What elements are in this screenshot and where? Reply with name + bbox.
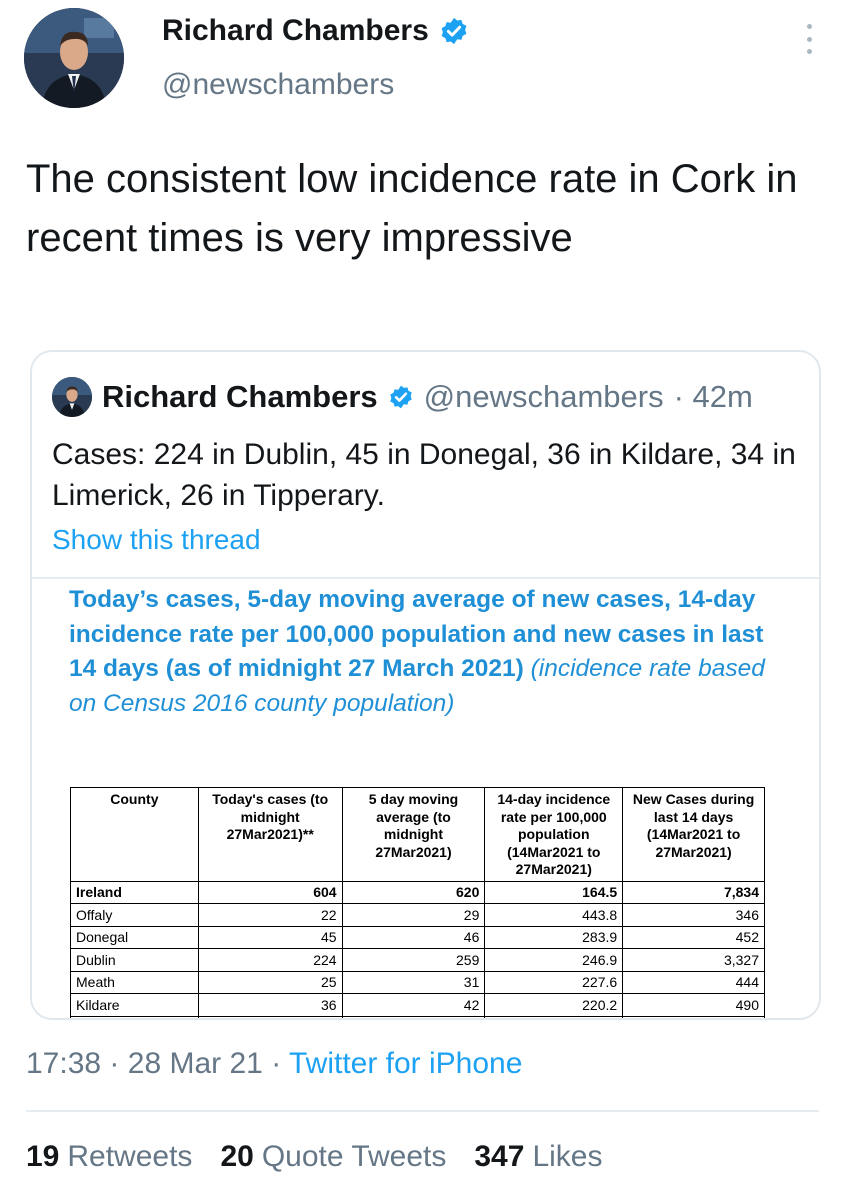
table-cell: 42 [341, 993, 486, 1017]
quoted-tweet-age: · 42m [673, 379, 753, 414]
author-name[interactable]: Richard Chambers [162, 14, 469, 48]
table-cell: Kildare [70, 993, 199, 1017]
quoted-author-handle: @newschambers [423, 379, 664, 414]
column-header: 14-day incidence rate per 100,000 popula… [484, 787, 624, 881]
quote-tweets-label: Quote Tweets [261, 1140, 447, 1173]
table-cell: 227.6 [484, 971, 624, 994]
table-cell: 604 [197, 880, 343, 904]
column-header: County [70, 787, 199, 881]
show-thread-link[interactable]: Show this thread [52, 524, 261, 555]
table-cell: Offaly [70, 903, 199, 927]
image-title-italic: (incidence rate based on Census 2016 cou… [69, 655, 765, 717]
quoted-tweet-card[interactable]: Richard Chambers @newschambers · 42m Cas… [30, 350, 821, 1020]
table-cell: 31 [341, 971, 486, 994]
likes-label: Likes [532, 1140, 603, 1173]
table-cell: Ireland [70, 880, 199, 904]
retweets-count: 19 [26, 1140, 60, 1173]
image-table-title: Today’s cases, 5-day moving average of n… [69, 583, 779, 721]
column-header: Today's cases (to midnight 27Mar2021)** [197, 787, 343, 881]
table-cell: 46 [341, 926, 486, 949]
table-row: Kildare 36 42 220.2 490 [70, 993, 765, 1017]
table-cell: 224 [197, 948, 343, 972]
table-cell: 25 [197, 971, 343, 994]
meta-separator: · [271, 1047, 282, 1080]
quoted-tweet-header: Richard Chambers @newschambers · 42m [52, 377, 753, 417]
retweets-stat[interactable]: 19 Retweets [26, 1140, 192, 1174]
table-cell: 259 [341, 948, 486, 972]
table-cell: 246.9 [484, 948, 624, 972]
author-handle[interactable]: @newschambers [162, 68, 395, 101]
table-cell: 490 [622, 993, 765, 1017]
quoted-avatar-photo [52, 377, 92, 417]
table-row: Dublin 224 259 246.9 3,327 [70, 948, 765, 972]
column-header: New Cases during last 14 days (14Mar2021… [622, 787, 765, 881]
retweets-label: Retweets [67, 1140, 193, 1173]
quoted-author-name: Richard Chambers [102, 379, 378, 414]
tweet-time: 17:38 [26, 1047, 102, 1080]
table-row: Offaly 22 29 443.8 346 [70, 903, 765, 927]
table-cell: 36 [197, 993, 343, 1017]
author-avatar[interactable] [24, 8, 124, 108]
table-header-row: County Today's cases (to midnight 27Mar2… [70, 787, 765, 881]
table-cell: 620 [341, 880, 486, 904]
table-row: Donegal 45 46 283.9 452 [70, 926, 765, 949]
quoted-avatar[interactable] [52, 377, 92, 417]
table-cell: 22 [197, 903, 343, 927]
table-cell: 444 [622, 971, 765, 994]
tweet-source-link[interactable]: Twitter for iPhone [288, 1047, 523, 1080]
table-cell: 45 [197, 926, 343, 949]
meta-separator: · [109, 1047, 120, 1080]
more-options-icon[interactable] [799, 24, 819, 54]
quote-tweets-count: 20 [220, 1140, 254, 1173]
table-row: Ireland 604 620 164.5 7,834 [70, 880, 765, 904]
author-name-text: Richard Chambers [162, 14, 429, 47]
table-cell: 3,327 [622, 948, 765, 972]
quoted-tweet-text: Cases: 224 in Dublin, 45 in Donegal, 36 … [52, 438, 796, 512]
quoted-verified-badge-icon [389, 385, 412, 409]
table-cell: 283.9 [484, 926, 624, 949]
likes-count: 347 [474, 1140, 525, 1173]
quote-tweets-stat[interactable]: 20 Quote Tweets [220, 1140, 446, 1174]
table-cell: Donegal [70, 926, 199, 949]
table-cell: 220.2 [484, 993, 624, 1017]
column-header: 5 day moving average (to midnight 27Mar2… [341, 787, 486, 881]
likes-stat[interactable]: 347 Likes [474, 1140, 602, 1174]
avatar-photo [24, 8, 124, 108]
quoted-tweet-image[interactable]: Today’s cases, 5-day moving average of n… [32, 577, 819, 1018]
table-row-cutoff [70, 1016, 765, 1018]
covid-cases-table: County Today's cases (to midnight 27Mar2… [70, 787, 765, 1018]
table-row: Meath 25 31 227.6 444 [70, 971, 765, 994]
table-cell: 164.5 [484, 880, 624, 904]
divider [26, 1110, 819, 1112]
table-cell: 7,834 [622, 880, 765, 904]
image-title-bold: Today’s cases, 5-day moving average of n… [69, 586, 764, 682]
table-cell: 452 [622, 926, 765, 949]
verified-badge-icon [441, 17, 467, 45]
engagement-stats: 19 Retweets 20 Quote Tweets 347 Likes [26, 1140, 602, 1174]
tweet-text: The consistent low incidence rate in Cor… [26, 157, 798, 260]
table-cell: 443.8 [484, 903, 624, 927]
tweet-timestamp: 17:38 · 28 Mar 21 · Twitter for iPhone [26, 1047, 522, 1081]
table-cell: 346 [622, 903, 765, 927]
table-cell: Meath [70, 971, 199, 994]
table-cell: 29 [341, 903, 486, 927]
table-cell: Dublin [70, 948, 199, 972]
tweet-date: 28 Mar 21 [127, 1047, 263, 1080]
